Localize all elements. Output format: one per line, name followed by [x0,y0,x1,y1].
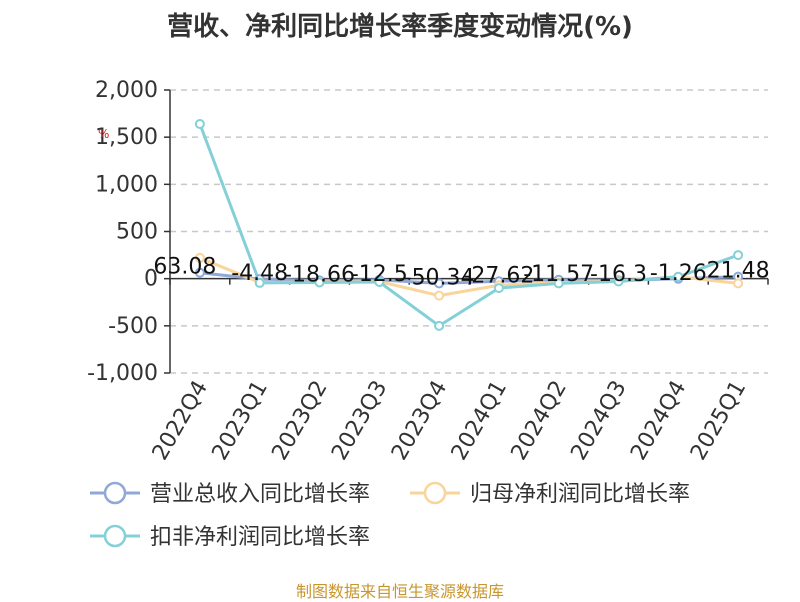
legend-label: 营业总收入同比增长率 [150,482,370,507]
series-point [733,278,744,289]
y-tick-label: 1,000 [95,172,158,197]
legend-label: 归母净利润同比增长率 [470,482,690,507]
series-point [194,267,205,278]
series-point [733,250,744,261]
legend-swatch-marker [103,524,127,548]
series-point [553,278,564,289]
data-label: -16.3 [590,262,647,287]
x-tick-label: 2024Q3 [566,377,631,465]
series-point [194,118,205,129]
chart-title: 营收、净利同比增长率季度变动情况(%) [167,12,633,42]
x-tick-labels: 2022Q42023Q12023Q22023Q32023Q42024Q12024… [148,376,752,464]
series-point [493,283,504,294]
data-label: -11.57 [523,262,594,287]
series-point [194,252,205,263]
series-point [613,276,624,287]
legend-item[interactable]: 归母净利润同比增长率 [410,481,690,507]
y-tick-label: 500 [116,220,158,245]
x-tick-label: 2023Q2 [267,377,332,465]
data-label: -4.48 [231,261,288,286]
legend-swatch-marker [423,481,447,505]
series-point [314,277,325,288]
data-labels: 63.08 -4.48-18.66-12.5-50.34-27.62-11.57-… [153,255,769,291]
x-tick-label: 2023Q3 [327,377,392,465]
data-label: -50.34 [404,265,475,290]
series-point [434,320,445,331]
series-points [194,118,744,331]
data-label: -1.26 [650,261,707,286]
y-tick-labels: 2,000 1,500 1,000 500 0 -500 -1,000 [87,78,158,386]
legend-item[interactable]: 扣非净利润同比增长率 [90,524,370,550]
data-label: -27.62 [463,263,534,288]
source-note: 制图数据来自恒生聚源数据库 [295,582,504,601]
grid [170,89,768,374]
series-point [434,290,445,301]
legend-item[interactable]: 营业总收入同比增长率 [90,481,370,507]
data-label: -12.5 [351,262,408,287]
data-label: -18.66 [284,262,355,287]
y-tick-label: 0 [144,267,158,292]
legend-label: 扣非净利润同比增长率 [150,525,370,550]
x-tick-label: 2025Q1 [686,377,751,465]
series-lines [198,123,739,328]
series-point [374,276,385,287]
x-tick-label: 2024Q1 [447,377,512,465]
x-tick-label: 2022Q4 [148,377,213,465]
x-tick-label: 2023Q4 [387,376,452,464]
series-line [198,123,739,328]
data-label: 21.48 [707,259,770,284]
x-tick-label: 2024Q4 [626,377,691,465]
y-tick-label: -1,000 [87,361,158,386]
data-label: 63.08 [153,255,216,280]
series-point [673,271,684,282]
percent-annotation: % [98,127,109,141]
series-point [434,278,445,289]
x-tick-label: 2023Q1 [208,377,273,465]
series-point [254,277,265,288]
x-tick-label: 2024Q2 [507,377,572,465]
legend-swatch-marker [103,481,127,505]
y-tick-label: -500 [108,314,158,339]
y-tick-label: 1,500 [95,125,158,150]
y-tick-label: 2,000 [95,78,158,103]
